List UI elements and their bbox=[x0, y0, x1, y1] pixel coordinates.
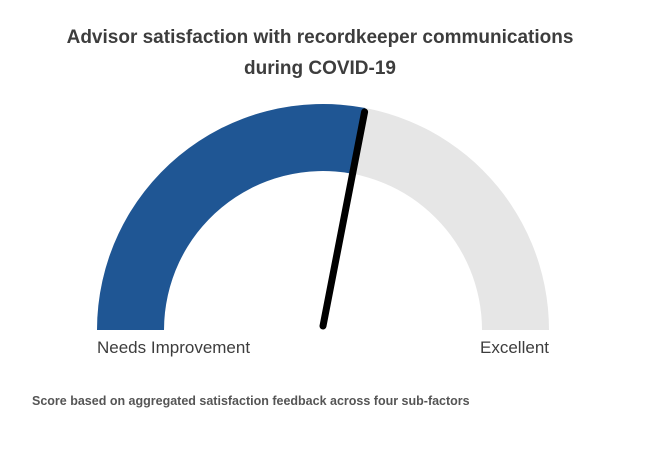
gauge-value-fill bbox=[97, 104, 366, 330]
chart-title-line-2: during COVID-19 bbox=[243, 58, 396, 79]
chart-title: Advisor satisfaction with recordkeeper c… bbox=[0, 22, 640, 84]
gauge-max-label: Excellent bbox=[480, 338, 549, 357]
gauge-needle bbox=[319, 108, 369, 330]
footnote: Score based on aggregated satisfaction f… bbox=[32, 394, 470, 408]
chart-title-line-1: Advisor satisfaction with recordkeeper c… bbox=[66, 27, 574, 48]
gauge-min-label: Needs Improvement bbox=[97, 338, 250, 357]
